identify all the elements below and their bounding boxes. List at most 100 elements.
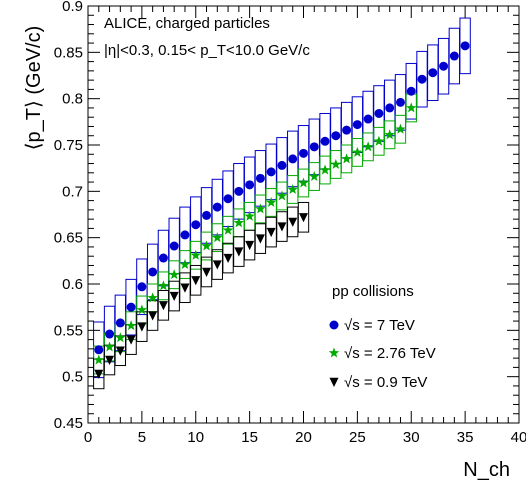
syst-box: [459, 17, 471, 75]
data-point: [309, 142, 319, 152]
data-point: [158, 253, 168, 263]
data-point: [266, 227, 276, 238]
data-point: [169, 291, 179, 302]
data-point: [202, 267, 212, 277]
legend-entries: √s = 7 TeV √s = 2.76 TeV √s = 0.9 TeV: [328, 317, 436, 391]
data-point: [406, 86, 416, 96]
data-point: [298, 177, 309, 188]
legend-label: √s = 0.9 TeV: [344, 374, 427, 391]
data-point: [105, 329, 115, 339]
data-point: [125, 320, 137, 331]
data-point: [233, 217, 245, 228]
data-point: [395, 97, 405, 107]
data-point: [245, 180, 255, 190]
data-point: [234, 186, 244, 196]
data-point: [234, 247, 244, 257]
data-point: [276, 190, 288, 201]
y-tick-label: 0.9: [62, 0, 83, 15]
data-point: [137, 282, 147, 292]
data-point: [395, 123, 406, 134]
data-point: [126, 302, 136, 312]
data-point: [201, 240, 212, 251]
x-tick-label: 25: [349, 429, 366, 446]
syst-box: [297, 201, 310, 233]
data-point: [460, 41, 470, 51]
data-point: [352, 120, 362, 130]
data-point: [320, 136, 330, 146]
annotation-cuts: |η|<0.3, 0.15< p_T<10.0 GeV/c: [104, 42, 310, 59]
data-point: [299, 213, 308, 223]
x-axis: 0 5 10 15 20 25 30 35 40: [84, 6, 526, 446]
y-axis: 0.45 0.5 0.55 0.6 0.65 0.7 0.75 0.8 0.85 0.9: [54, 0, 519, 432]
x-axis-title: N_ch: [463, 459, 510, 481]
data-point: [319, 164, 331, 175]
data-point: [191, 220, 201, 230]
x-tick-label: 40: [511, 429, 526, 446]
data-point: [341, 153, 352, 164]
data-point: [255, 234, 265, 244]
data-point: [136, 304, 148, 315]
data-point: [223, 194, 233, 204]
data-point: [212, 260, 222, 270]
x-tick-label: 15: [241, 429, 258, 446]
data-point: [266, 167, 276, 177]
legend: pp collisions √s = 7 TeV√s = 2.76 TeV√s …: [328, 283, 436, 391]
data-point: [406, 102, 417, 113]
y-tick-label: 0.75: [54, 137, 83, 154]
legend-marker: [329, 377, 339, 387]
syst-box: [394, 114, 407, 144]
data-point: [158, 301, 168, 311]
y-axis-title: ⟨p_T⟩ (GeV/c): [23, 26, 45, 151]
legend-title: pp collisions: [332, 283, 414, 300]
data-point: [330, 158, 342, 169]
data-point: [244, 210, 255, 221]
data-point: [331, 131, 341, 141]
data-point: [212, 202, 222, 212]
x-tick-label: 20: [295, 429, 312, 446]
data-point: [180, 230, 190, 240]
data-point: [287, 183, 298, 194]
data-point: [417, 74, 427, 84]
data-point: [94, 345, 104, 355]
data-point: [202, 210, 212, 220]
data-point: [212, 232, 223, 243]
data-point: [384, 129, 395, 140]
annotation-experiment: ALICE, charged particles: [104, 15, 270, 32]
y-tick-label: 0.85: [54, 44, 83, 61]
data-point: [288, 217, 298, 227]
data-point: [148, 311, 158, 321]
y-tick-label: 0.55: [54, 322, 83, 339]
data-point: [277, 160, 287, 170]
data-point: [255, 203, 266, 214]
data-point: [299, 148, 308, 158]
y-tick-label: 0.45: [54, 415, 83, 432]
data-point: [255, 173, 265, 183]
data-point: [180, 283, 190, 293]
y-tick-label: 0.65: [54, 230, 83, 247]
x-tick-label: 30: [403, 429, 420, 446]
data-point: [352, 146, 363, 157]
legend-marker: [329, 320, 339, 330]
y-tick-label: 0.6: [62, 276, 83, 293]
legend-marker: [328, 347, 340, 358]
x-tick-label: 0: [84, 429, 92, 446]
data-point: [179, 259, 191, 269]
legend-label: √s = 2.76 TeV: [344, 345, 436, 362]
data-point: [449, 51, 459, 61]
data-point: [277, 222, 287, 232]
data-point: [169, 241, 179, 251]
data-point: [148, 267, 158, 277]
y-tick-label: 0.5: [62, 369, 83, 386]
data-point: [190, 249, 201, 260]
y-tick-label: 0.8: [62, 91, 83, 108]
data-point: [105, 355, 115, 365]
x-tick-label: 35: [457, 429, 474, 446]
data-point: [191, 276, 201, 286]
legend-label: √s = 7 TeV: [344, 317, 415, 334]
data-point: [115, 346, 125, 356]
data-point: [288, 154, 298, 164]
y-tick-label: 0.7: [62, 183, 83, 200]
x-tick-label: 5: [138, 429, 146, 446]
data-points: [93, 41, 470, 379]
